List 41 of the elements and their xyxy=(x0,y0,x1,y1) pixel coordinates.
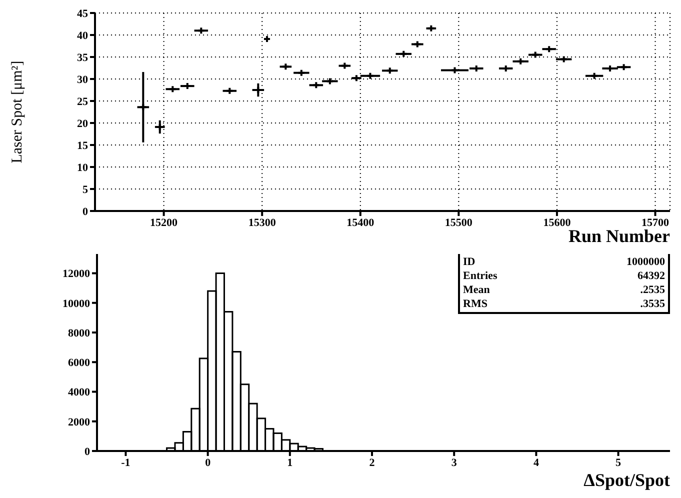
x-tick-label: -1 xyxy=(121,456,130,469)
y-tick-label: 15 xyxy=(77,140,88,152)
y-tick-label: 25 xyxy=(77,96,88,108)
annotation: .3535 xyxy=(640,297,665,311)
x-tick-label: 15200 xyxy=(150,216,178,229)
x-tick-label: 15600 xyxy=(543,216,572,229)
x-tick-label: 15500 xyxy=(444,216,473,229)
y-tick-label: 10 xyxy=(77,162,88,174)
y-tick-label: 40 xyxy=(77,30,88,42)
x-axis-title: ΔSpot/Spot xyxy=(584,470,670,491)
y-tick-label: 35 xyxy=(77,52,88,64)
y-axis-title: Laser Spot [μm²] xyxy=(9,60,26,164)
y-tick-label: 20 xyxy=(77,118,88,130)
x-tick-label: 1 xyxy=(287,456,293,469)
x-tick-label: 15400 xyxy=(346,216,375,229)
y-tick-label: 8000 xyxy=(68,327,90,340)
x-tick-label: 3 xyxy=(451,456,458,469)
y-tick-label: 2000 xyxy=(68,416,90,428)
y-tick-label: 45 xyxy=(77,8,88,20)
y-tick-label: 4000 xyxy=(68,386,90,399)
annotation: 64392 xyxy=(638,269,665,283)
x-tick-label: 15300 xyxy=(248,216,276,229)
x-tick-label: 15700 xyxy=(642,216,670,229)
x-tick-label: 2 xyxy=(369,456,376,469)
y-tick-label: 0 xyxy=(84,446,90,458)
x-tick-label: 0 xyxy=(205,456,212,469)
annotation: RMS xyxy=(463,297,488,311)
annotation: 1000000 xyxy=(626,255,665,269)
y-tick-label: 12000 xyxy=(62,268,90,280)
y-tick-label: 0 xyxy=(82,206,88,218)
annotation: Entries xyxy=(463,269,498,283)
y-tick-label: 30 xyxy=(77,74,88,86)
annotation: Mean xyxy=(463,283,490,297)
annotation: ID xyxy=(463,255,476,269)
y-tick-label: 5 xyxy=(82,184,88,196)
y-tick-label: 6000 xyxy=(68,357,90,370)
x-axis-title: Run Number xyxy=(568,226,670,247)
annotation: .2535 xyxy=(640,283,665,297)
x-tick-label: 5 xyxy=(616,456,622,469)
x-tick-label: 4 xyxy=(533,456,540,469)
y-tick-label: 10000 xyxy=(62,298,90,310)
